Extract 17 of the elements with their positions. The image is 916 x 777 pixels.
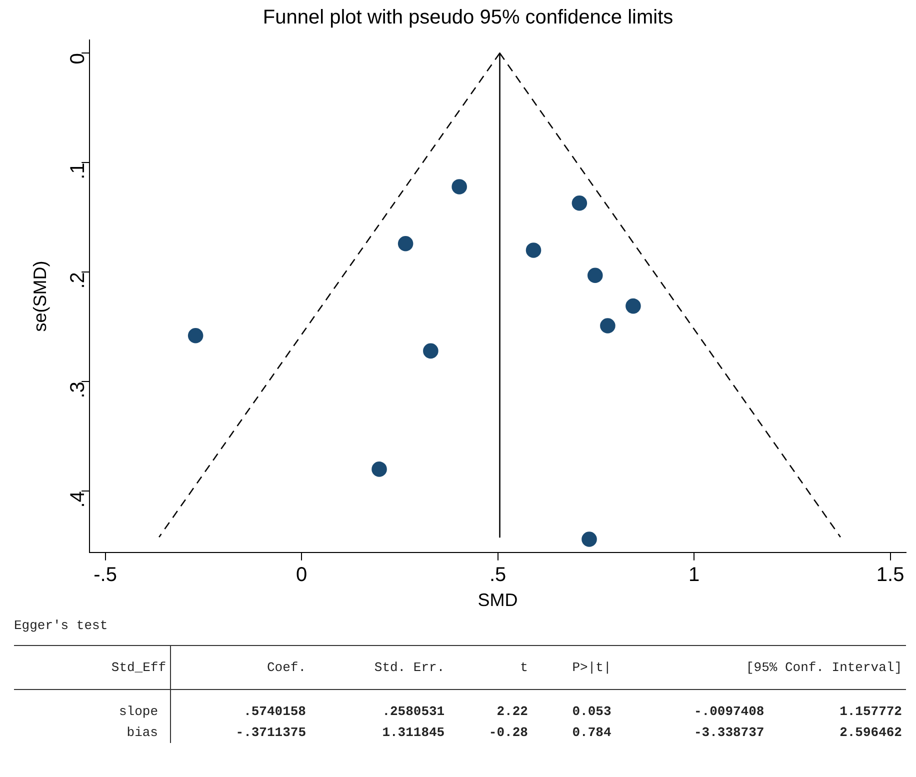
- chart-title: Funnel plot with pseudo 95% confidence limits: [262, 6, 674, 29]
- x-tick-label: 1.5: [876, 564, 904, 586]
- x-tick-label: -.5: [94, 564, 117, 586]
- text: Egger's test: [14, 618, 109, 633]
- y-tick-label: .2: [67, 272, 90, 289]
- x-tick-label: .5: [489, 564, 506, 586]
- y-tick-label: .1: [67, 162, 90, 180]
- text: bias -.3711375 1.311845 -0.28 0.784 -3.338737 2.596462: [126, 725, 902, 740]
- y-tick-label: .3: [67, 382, 90, 398]
- text: Std_Eff Coef. Std. Err. t P>|t| [95% Conf. Interval]: [111, 660, 902, 675]
- x-axis-title: SMD: [478, 590, 518, 610]
- x-tick-label: 0: [296, 564, 308, 586]
- y-tick-label: 0: [67, 53, 90, 64]
- y-tick-label: .4: [67, 491, 90, 508]
- y-axis-title: se(SMD): [30, 260, 50, 332]
- text: slope .5740158 .2580531 2.22 0.053 -.0097408 1.157772: [118, 704, 902, 719]
- x-tick-label: 1: [688, 564, 700, 586]
